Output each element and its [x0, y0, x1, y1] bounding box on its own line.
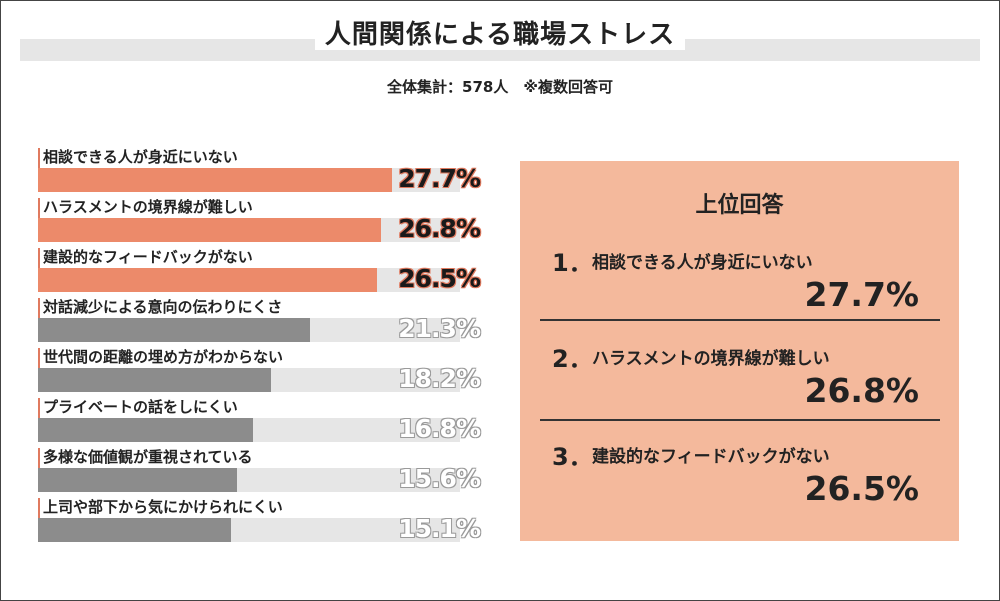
- bar-label: 相談できる人が身近にいない: [43, 148, 238, 166]
- bar: [38, 368, 271, 392]
- bar-label-accent: [38, 448, 40, 468]
- top-answer-value: 27.7%: [804, 275, 920, 314]
- bar-label: ハラスメントの境界線が難しい: [43, 198, 253, 216]
- chart-title-text: 人間関係による職場ストレス: [314, 20, 686, 50]
- bar-row: 世代間の距離の埋め方がわからない 18.2%: [38, 346, 498, 396]
- bar-track: [38, 268, 460, 292]
- bar-value-label: 16.8%: [398, 414, 481, 443]
- bar-label: 世代間の距離の埋め方がわからない: [43, 348, 284, 366]
- top-answer-label: ハラスメントの境界線が難しい: [592, 349, 830, 369]
- bar-label: 多様な価値観が重視されている: [43, 448, 253, 466]
- top-answer-rank: 2．: [552, 345, 593, 373]
- bar-value-label: 21.3%: [398, 314, 481, 343]
- bar: [38, 168, 392, 192]
- top-answer-2: 2． ハラスメントの境界線が難しい 26.8%: [520, 339, 959, 429]
- chart-title: 人間関係による職場ストレス: [0, 14, 1000, 51]
- bar-label-accent: [38, 498, 40, 518]
- bar-label-accent: [38, 398, 40, 418]
- top-answer-value: 26.8%: [804, 371, 920, 410]
- top-answer-label: 建設的なフィードバックがない: [592, 447, 830, 467]
- bar: [38, 518, 231, 542]
- bar-label-accent: [38, 198, 40, 218]
- bar: [38, 418, 253, 442]
- bar-label-accent: [38, 348, 40, 368]
- bar-value-label: 27.7%: [398, 164, 481, 193]
- title-band: [20, 39, 980, 61]
- bar-label-accent: [38, 148, 40, 168]
- bar: [38, 468, 237, 492]
- top-answer-3: 3． 建設的なフィードバックがない 26.5%: [520, 437, 959, 527]
- top-answer-divider: [540, 319, 940, 321]
- bar-chart: 相談できる人が身近にいない 27.7% ハラスメントの境界線が難しい 26.8% 建設的…: [38, 146, 498, 546]
- bar-row: 相談できる人が身近にいない 27.7%: [38, 146, 498, 196]
- top-answers-title: 上位回答: [695, 193, 784, 218]
- bar-label-accent: [38, 298, 40, 318]
- bar-track: [38, 418, 460, 442]
- bar-label: 建設的なフィードバックがない: [43, 248, 253, 266]
- top-answer-1: 1． 相談できる人が身近にいない 27.7%: [520, 243, 959, 333]
- bar-row: 上司や部下から気にかけられにくい 15.1%: [38, 496, 498, 546]
- top-answer-rank: 3．: [552, 443, 593, 471]
- bar-value-label: 26.5%: [398, 264, 481, 293]
- bar-value-label: 15.6%: [398, 464, 481, 493]
- top-answers-panel: 上位回答 1． 相談できる人が身近にいない 27.7% 2． ハラスメントの境界…: [520, 161, 959, 541]
- bar-row: 建設的なフィードバックがない 26.5%: [38, 246, 498, 296]
- bar-track: [38, 168, 460, 192]
- chart-subtitle: 全体集計：578人 ※複数回答可: [387, 78, 613, 96]
- bar-track: [38, 218, 460, 242]
- bar-label: プライベートの話をしにくい: [43, 398, 238, 416]
- bar-label-accent: [38, 248, 40, 268]
- bar-row: 対話減少による意向の伝わりにくさ 21.3%: [38, 296, 498, 346]
- bar-track: [38, 468, 460, 492]
- bar-value-label: 15.1%: [398, 514, 481, 543]
- bar-track: [38, 318, 460, 342]
- top-answer-rank: 1．: [552, 249, 593, 277]
- bar-label: 対話減少による意向の伝わりにくさ: [43, 298, 283, 316]
- bar-value-label: 18.2%: [398, 364, 481, 393]
- bar-label: 上司や部下から気にかけられにくい: [43, 498, 283, 516]
- bar: [38, 268, 377, 292]
- top-answer-label: 相談できる人が身近にいない: [592, 253, 813, 273]
- bar-value-label: 26.8%: [398, 214, 481, 243]
- top-answer-divider: [540, 419, 940, 421]
- bar: [38, 318, 310, 342]
- bar-track: [38, 368, 460, 392]
- bar-row: ハラスメントの境界線が難しい 26.8%: [38, 196, 498, 246]
- bar-track: [38, 518, 460, 542]
- bar: [38, 218, 381, 242]
- bar-row: 多様な価値観が重視されている 15.6%: [38, 446, 498, 496]
- bar-row: プライベートの話をしにくい 16.8%: [38, 396, 498, 446]
- top-answer-value: 26.5%: [804, 469, 920, 508]
